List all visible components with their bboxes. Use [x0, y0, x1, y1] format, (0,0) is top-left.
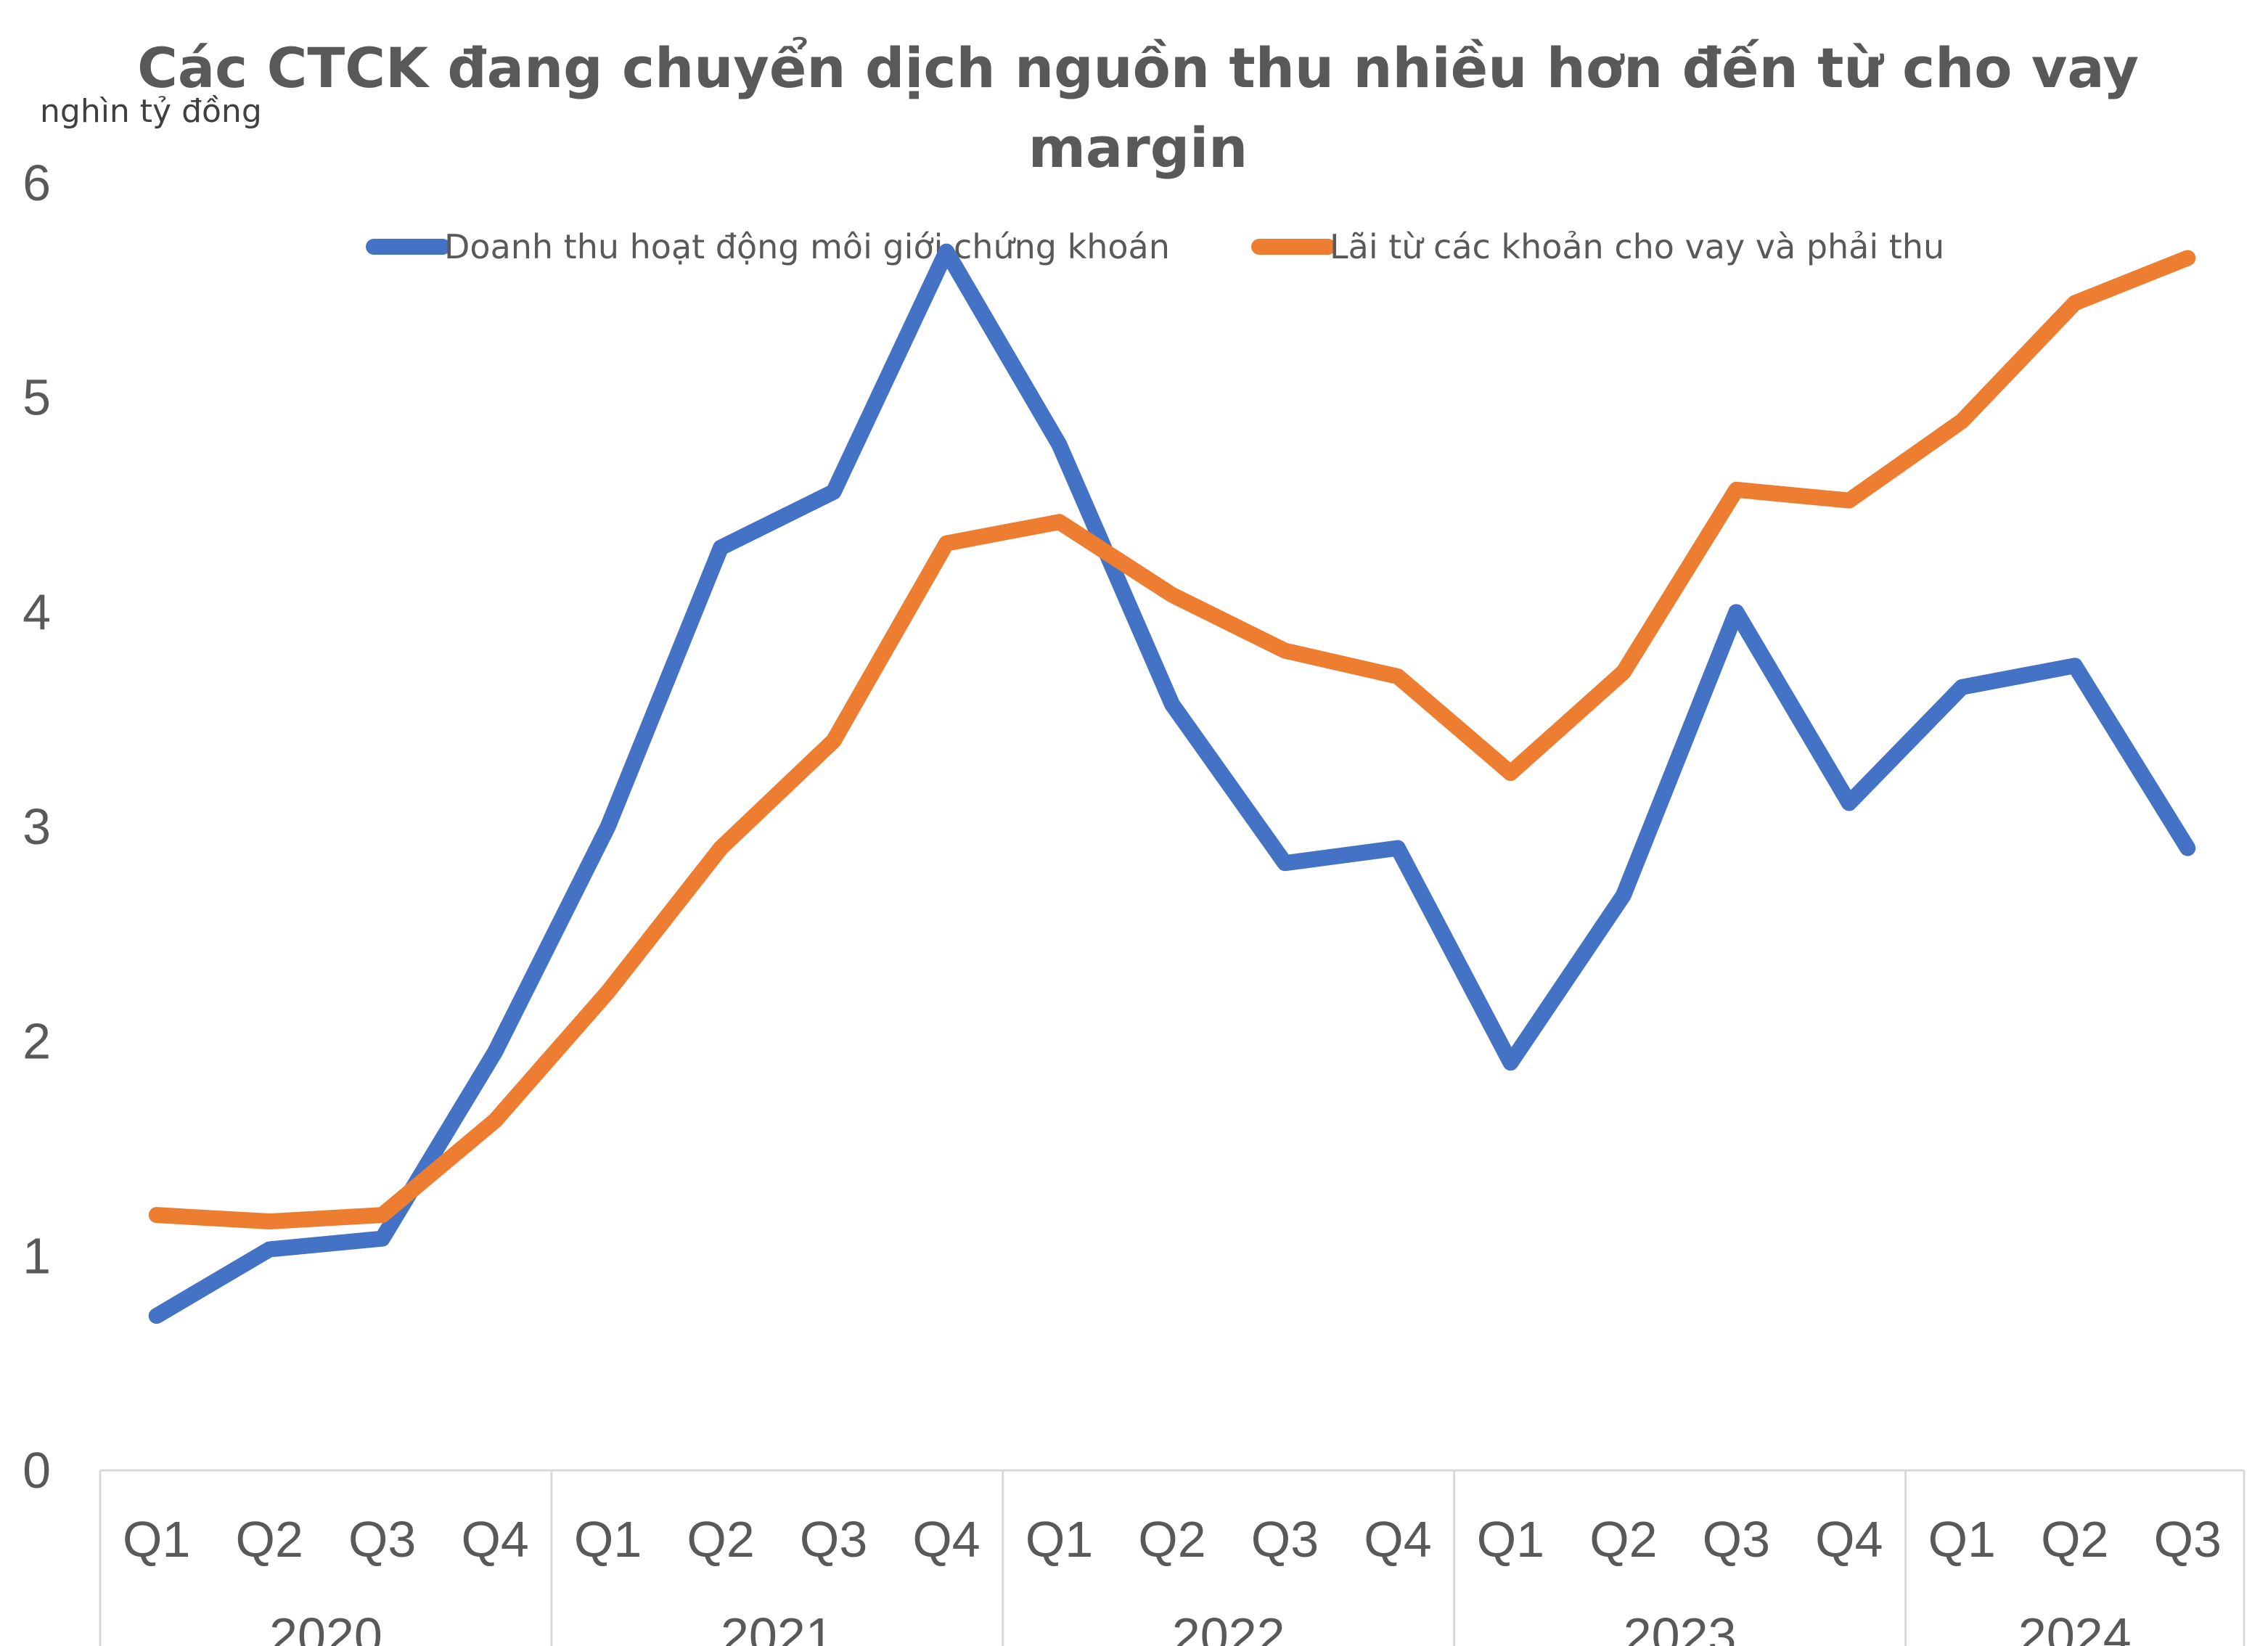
y-axis-ticks: 0 1 2 3 4 5 6: [22, 155, 51, 1499]
legend-label: Doanh thu hoạt động môi giới chứng khoán: [444, 227, 1170, 266]
x-tick-label: Q3: [1703, 1511, 1770, 1568]
y-tick-label: 1: [22, 1227, 51, 1284]
x-tick-label: Q1: [1477, 1511, 1544, 1568]
x-tick-label: Q3: [348, 1511, 416, 1568]
x-tick-label: Q4: [1364, 1511, 1431, 1568]
y-tick-label: 4: [22, 584, 51, 640]
x-tick-label: Q3: [2154, 1511, 2222, 1568]
x-tick-label: Q1: [1928, 1511, 1996, 1568]
x-tick-label: Q2: [1138, 1511, 1205, 1568]
year-label: 2022: [1172, 1608, 1285, 1646]
x-tick-label: Q1: [1025, 1511, 1093, 1568]
y-tick-label: 6: [22, 155, 51, 211]
y-tick-label: 5: [22, 369, 51, 426]
series-line-brokerage: [148, 243, 2196, 1324]
chart-title-line-1: Các CTCK đang chuyển dịch nguồn thu nhiề…: [137, 36, 2139, 100]
x-tick-label: Q4: [912, 1511, 980, 1568]
year-label: 2021: [721, 1608, 834, 1646]
legend-label: Lãi từ các khoản cho vay và phải thu: [1330, 227, 1944, 266]
y-tick-label: 3: [22, 798, 51, 855]
x-axis: Q1 Q2 Q3 Q4 Q1 Q2 Q3 Q4 Q1 Q2 Q3 Q4 Q1 Q2 Q3 Q4 Q1 Q2 Q3 20…: [99, 1469, 2246, 1646]
series-lines: [148, 243, 2196, 1324]
x-tick-label: Q2: [1589, 1511, 1657, 1568]
y-tick-label: 0: [22, 1442, 51, 1499]
year-label: 2023: [1624, 1608, 1737, 1646]
x-tick-label: Q4: [461, 1511, 528, 1568]
series-line-margin-interest: [148, 250, 2196, 1230]
year-label: 2024: [2018, 1608, 2132, 1646]
x-tick-label: Q2: [687, 1511, 754, 1568]
y-tick-label: 2: [22, 1013, 51, 1070]
x-tick-label: Q2: [2041, 1511, 2108, 1568]
x-tick-label: Q3: [1251, 1511, 1319, 1568]
y-axis-unit-label: nghìn tỷ đồng: [40, 93, 262, 130]
x-tick-label: Q4: [1815, 1511, 1883, 1568]
legend: Doanh thu hoạt động môi giới chứng khoán…: [366, 227, 1944, 266]
x-tick-label: Q1: [123, 1511, 190, 1568]
chart-title-line-2: margin: [1028, 115, 1248, 180]
year-label: 2020: [269, 1608, 382, 1646]
x-tick-label: Q2: [236, 1511, 303, 1568]
x-tick-label: Q3: [800, 1511, 867, 1568]
x-tick-label: Q1: [574, 1511, 642, 1568]
